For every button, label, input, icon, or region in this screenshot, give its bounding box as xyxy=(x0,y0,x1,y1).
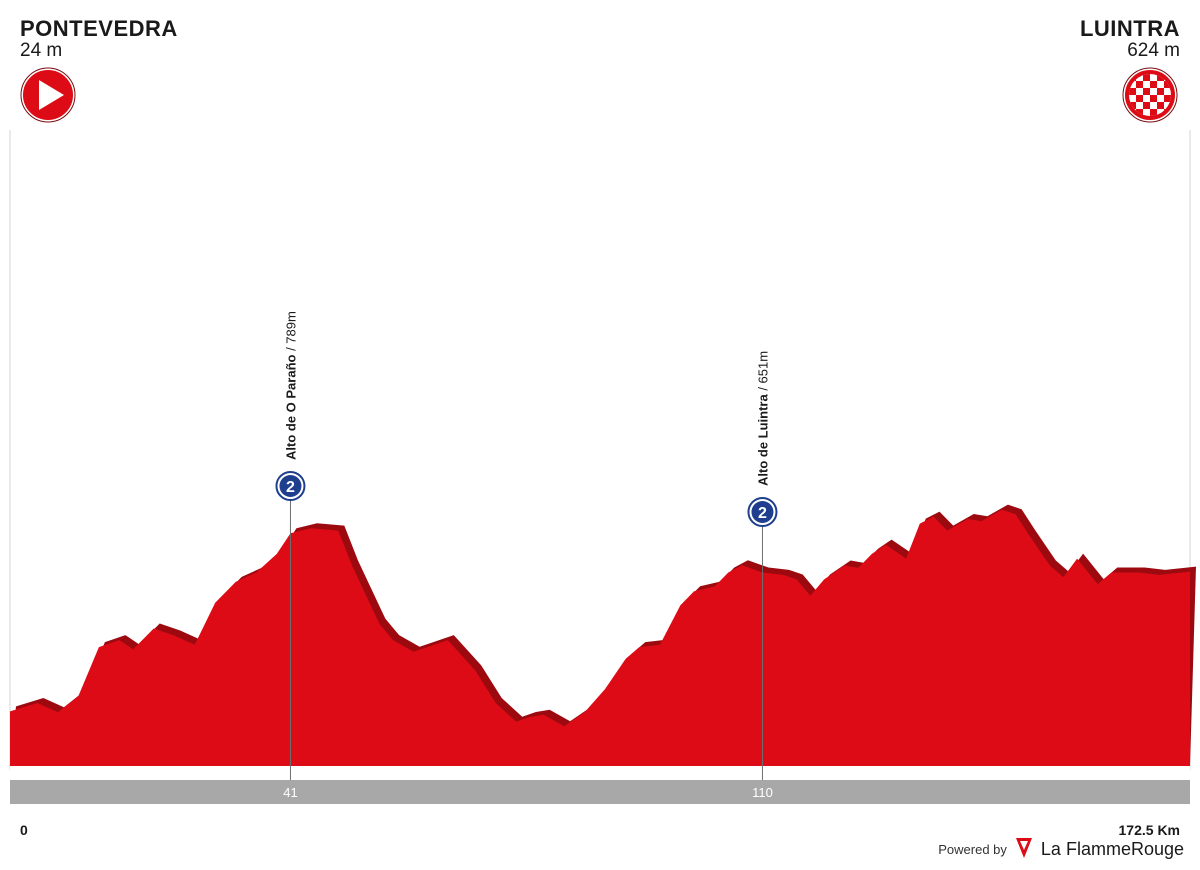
climb-label: Alto de O Paraño / 789m xyxy=(283,311,298,460)
distance-start-label: 0 xyxy=(20,822,28,838)
finish-city-name: LUINTRA xyxy=(1079,16,1180,41)
finish-altitude: 624 m xyxy=(1127,40,1180,61)
profile-baseline-gap xyxy=(10,766,1190,780)
brand-accent: Rouge xyxy=(1130,839,1184,859)
climb-category: 2 xyxy=(758,505,767,522)
play-arrow-icon xyxy=(20,67,76,123)
climb-altitude: / 651m xyxy=(755,351,770,394)
flamme-rouge-logo-icon xyxy=(1015,837,1033,862)
climb-km-label: 41 xyxy=(283,785,297,800)
distance-bar xyxy=(10,780,1190,804)
climb-km-label: 110 xyxy=(752,785,773,800)
checkered-flag-icon xyxy=(1122,67,1178,123)
climb-name: Alto de O Paraño xyxy=(283,354,298,460)
elevation-profile-area xyxy=(10,509,1190,766)
brand-main: La Flamme xyxy=(1040,839,1131,859)
category-2-climb-icon: 2 xyxy=(275,471,306,501)
powered-by-footer: Powered by La FlammeRouge xyxy=(938,837,1184,862)
start-city-name: PONTEVEDRA xyxy=(20,16,178,41)
brand-name: La FlammeRouge xyxy=(1041,839,1184,860)
climb-name: Alto de Luintra xyxy=(755,394,770,486)
category-2-climb-icon: 2 xyxy=(747,497,778,527)
climb-altitude: / 789m xyxy=(283,311,298,354)
climb-category: 2 xyxy=(286,479,295,496)
climb-label: Alto de Luintra / 651m xyxy=(755,351,770,486)
powered-by-text: Powered by xyxy=(938,842,1007,857)
distance-end-label: 172.5 Km xyxy=(1118,822,1180,838)
start-altitude: 24 m xyxy=(20,40,63,61)
